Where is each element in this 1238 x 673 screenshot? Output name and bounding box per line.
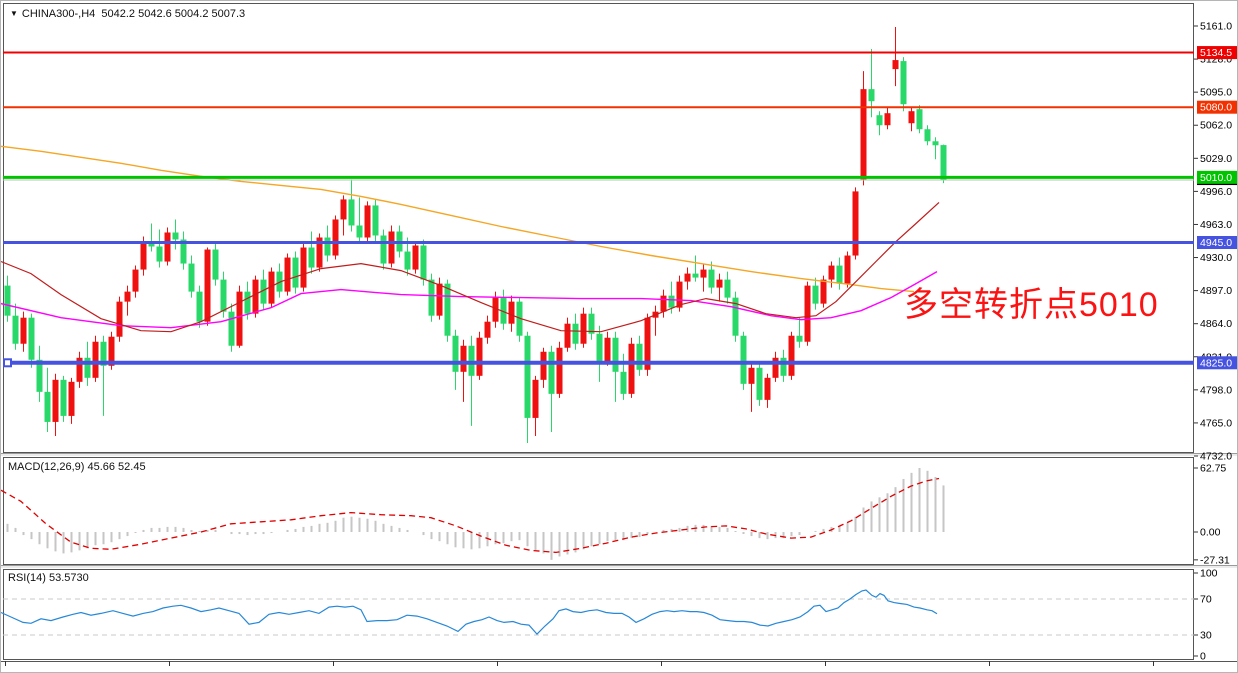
horizontal-level-lines — [3, 51, 1194, 368]
price-badge-5010.0 — [1197, 170, 1237, 184]
price-axis: 5161.0 5128.0 5095.0 5062.0 5029.0 4996.0 4963… — [1194, 21, 1232, 463]
main-chart-title: ▼ CHINA300-,H4 5042.2 5042.6 5004.2 5007.… — [10, 8, 245, 20]
hline-drag-handle[interactable] — [3, 358, 12, 368]
price-badge-4945.0 — [1197, 236, 1237, 250]
price-badge-5080.0 — [1197, 100, 1237, 114]
price-tick-label: 4996.0 — [1200, 186, 1232, 198]
price-tick-label: 5161.0 — [1200, 21, 1232, 33]
ma-mid-magenta — [1, 270, 938, 329]
moving-averages — [1, 145, 940, 333]
rsi-tick-label: 30 — [1200, 630, 1212, 642]
price-tick-label: 4864.0 — [1200, 318, 1232, 330]
price-tick-label: 5095.0 — [1200, 87, 1232, 99]
candlesticks — [4, 27, 947, 443]
panel-frames — [1, 3, 1237, 660]
ohlc-values: 5042.2 5042.6 5004.2 5007.3 — [101, 8, 246, 20]
rsi-panel: 100 70 30 0 — [1, 568, 1218, 663]
price-badge-label: 4945.0 — [1200, 237, 1232, 249]
macd-tick-label: 62.75 — [1200, 463, 1226, 475]
price-tick-label: 4963.0 — [1200, 219, 1232, 231]
price-badge-label: 4825.0 — [1200, 357, 1232, 369]
price-tick-label: 4930.0 — [1200, 252, 1232, 264]
price-badge-label: 5134.5 — [1200, 47, 1232, 59]
annotation-text: 多空转折点5010 — [904, 286, 1159, 324]
price-badge-5134.5 — [1197, 46, 1237, 60]
price-tick-label: 5062.0 — [1200, 120, 1232, 132]
macd-signal-line — [1, 477, 940, 554]
rsi-tick-label: 70 — [1200, 594, 1212, 606]
time-axis — [1, 661, 1237, 666]
price-tick-label: 4732.0 — [1200, 451, 1232, 463]
ma-slow-orange — [1, 145, 915, 293]
price-badge-label: 5010.0 — [1200, 172, 1232, 184]
macd-tick-label: -27.31 — [1200, 554, 1230, 566]
price-tick-label: 4765.0 — [1200, 417, 1232, 429]
price-tick-label: 4798.0 — [1200, 384, 1232, 396]
price-badge-label: 5080.0 — [1200, 102, 1232, 114]
macd-indicator-title: MACD(12,26,9) 45.66 52.45 — [8, 461, 146, 473]
price-tick-label: 5029.0 — [1200, 153, 1232, 165]
macd-tick-label: 0.00 — [1200, 527, 1221, 539]
rsi-tick-label: 0 — [1200, 651, 1206, 663]
chevron-down-icon[interactable]: ▼ — [10, 9, 18, 18]
price-badge-4825.0 — [1197, 356, 1237, 370]
rsi-line — [1, 589, 938, 635]
symbol-period-label: CHINA300-,H4 — [21, 8, 96, 20]
rsi-tick-label: 100 — [1200, 568, 1218, 580]
price-tick-label: 5128.0 — [1200, 54, 1232, 66]
price-tick-label: 4897.0 — [1200, 285, 1232, 297]
macd-panel: 62.75 0.00 -27.31 — [1, 463, 1230, 566]
rsi-indicator-title: RSI(14) 53.5730 — [8, 572, 89, 584]
ma-fast-darkred — [1, 201, 940, 333]
